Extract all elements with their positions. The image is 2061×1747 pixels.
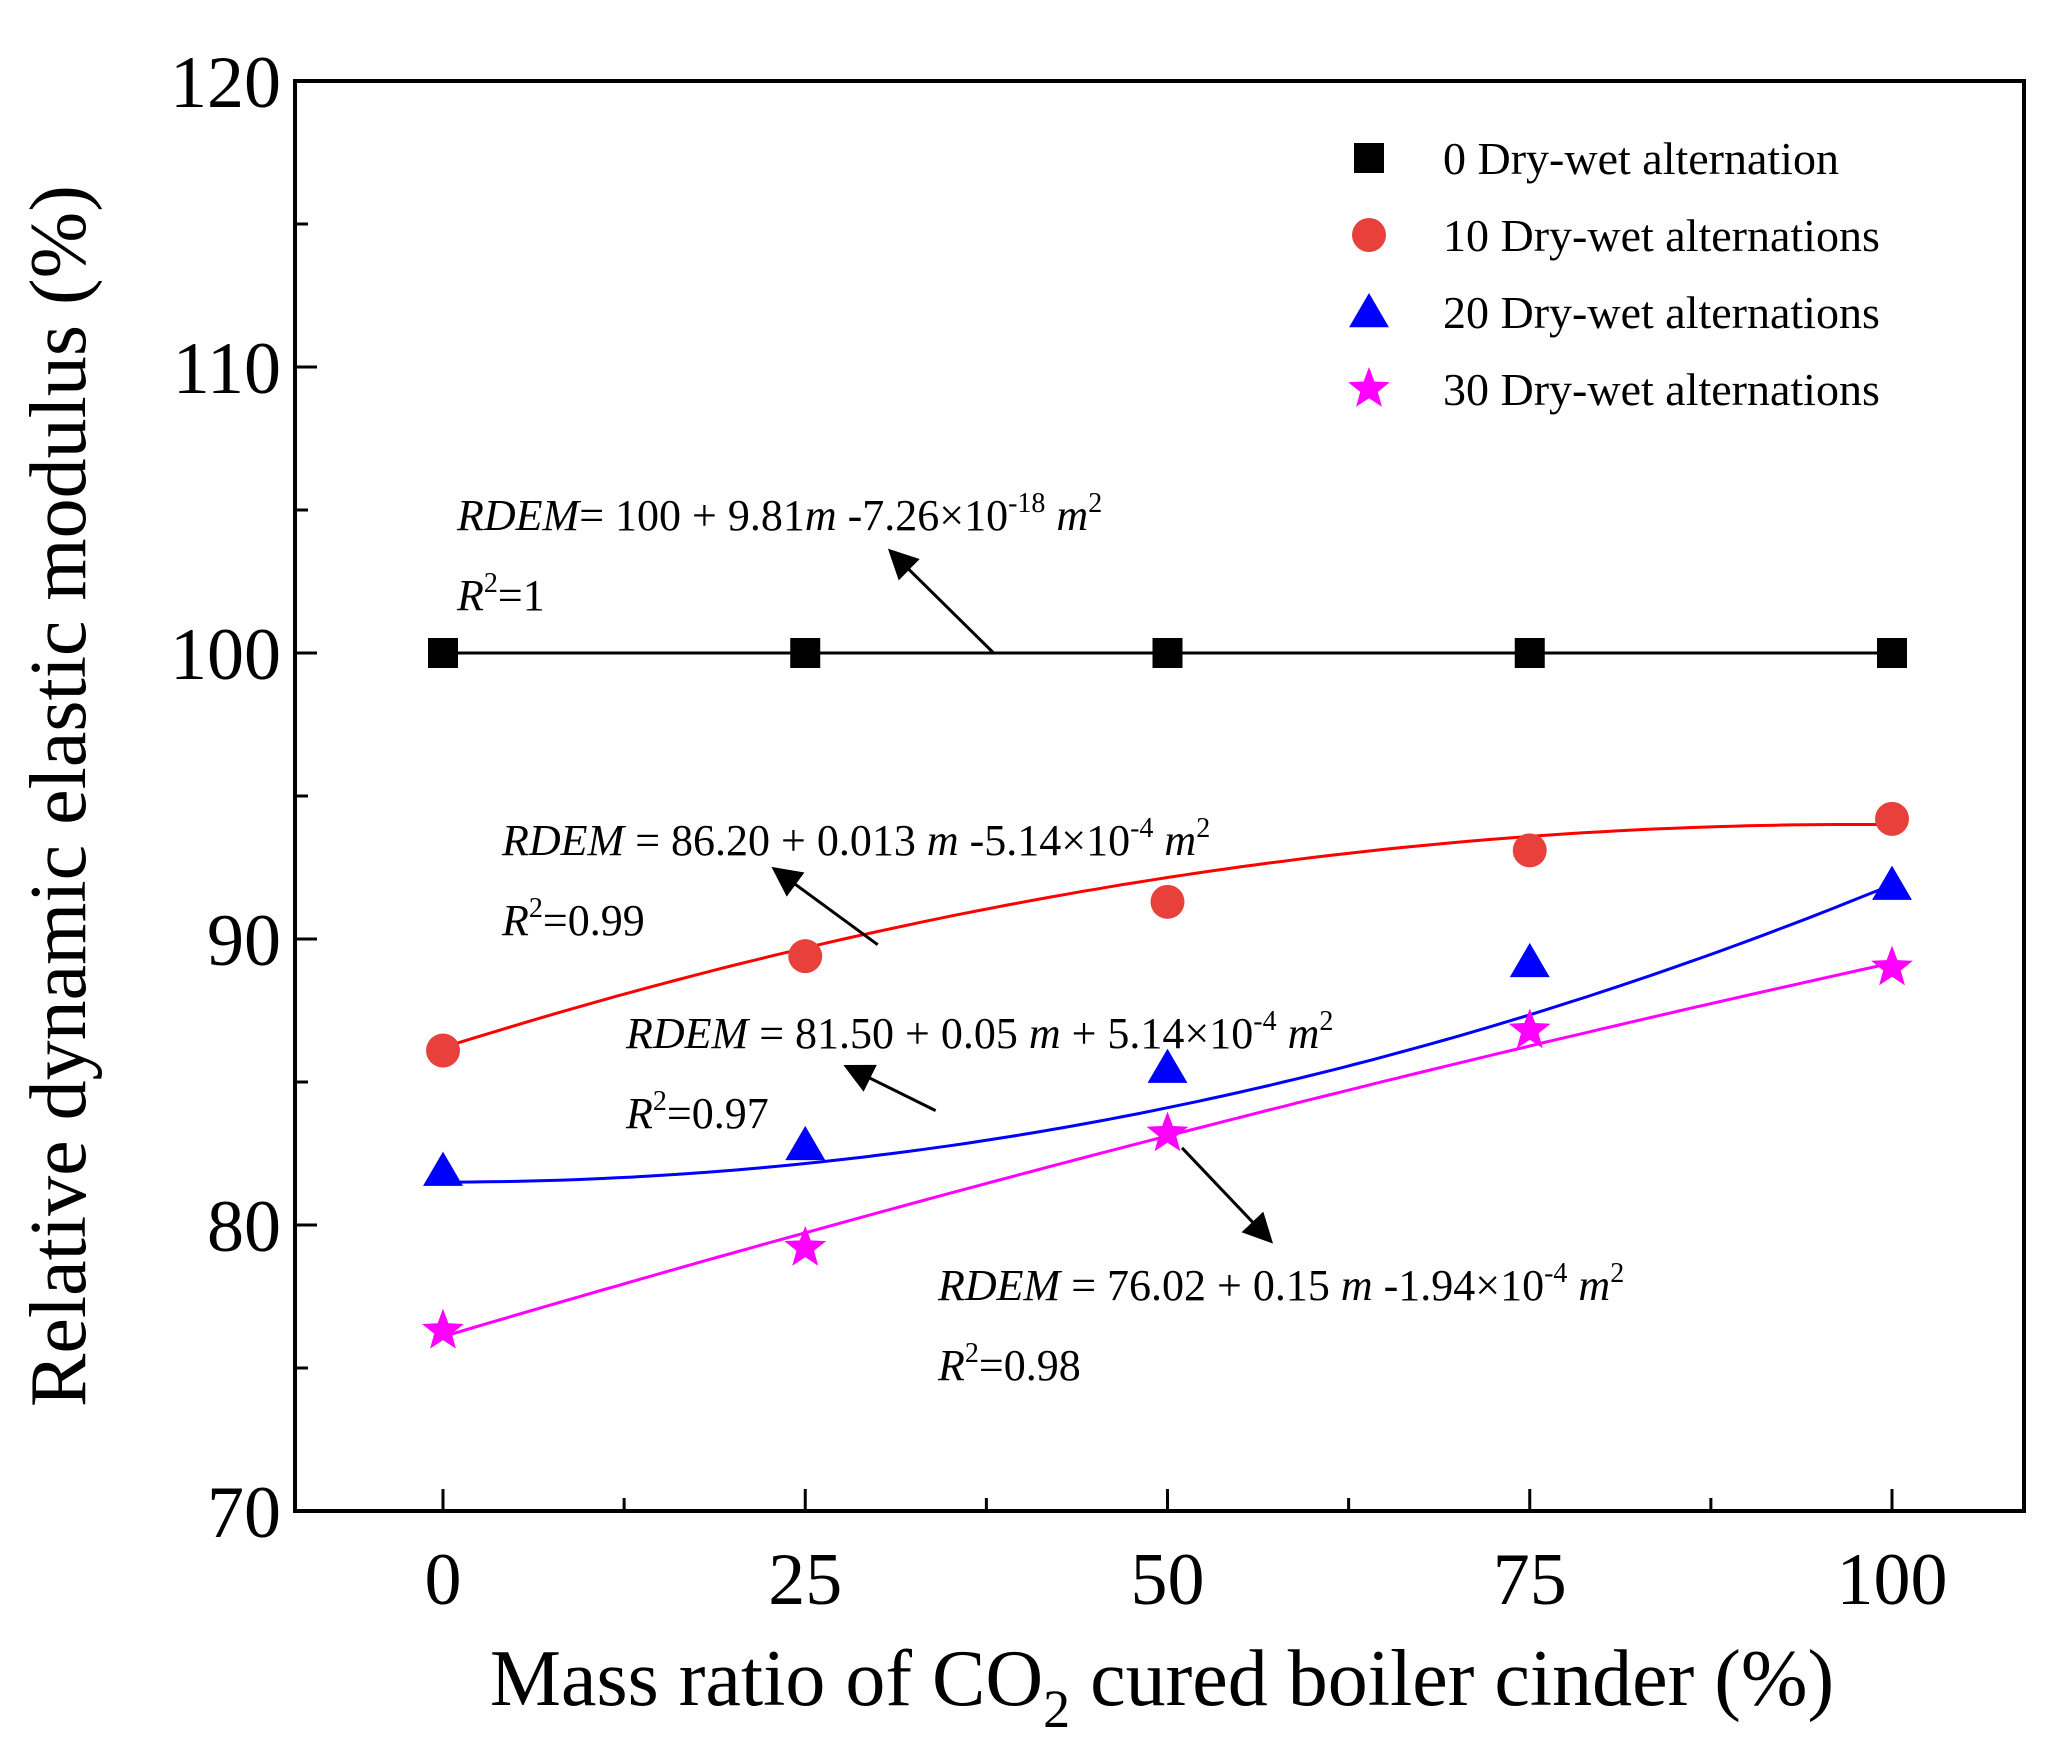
x-tick-label: 0	[425, 1539, 462, 1621]
square-marker	[1877, 638, 1907, 668]
triangle-marker	[1509, 942, 1550, 978]
triangle-marker	[423, 1151, 463, 1186]
annotation-arrow	[887, 548, 995, 655]
x-axis: 0 25 50 75 100	[425, 1489, 1948, 1621]
star-marker	[1508, 1008, 1551, 1049]
y-axis: 70 80 90 100 110 120	[170, 42, 317, 1554]
annotation-arrow	[771, 866, 879, 946]
circle-marker	[1150, 884, 1185, 919]
legend: 0 Dry-wet alternation 10 Dry-wet alternat…	[1348, 133, 1880, 415]
x-axis-title: Mass ratio of CO2 cured boiler cinder (%…	[490, 1635, 1834, 1739]
r-squared-label: R2=0.98	[937, 1338, 1081, 1390]
data-markers	[422, 638, 1913, 1349]
y-axis-title: Relative dynamic elastic modulus (%)	[15, 185, 103, 1407]
x-tick-label: 100	[1837, 1539, 1948, 1621]
circle-marker	[426, 1033, 460, 1068]
y-tick-label: 90	[207, 900, 281, 982]
triangle-marker	[1147, 1048, 1188, 1083]
star-marker	[1146, 1111, 1189, 1152]
x-tick-label: 75	[1493, 1539, 1567, 1621]
legend-label: 0 Dry-wet alternation	[1443, 133, 1839, 184]
fit-line	[443, 883, 1893, 1184]
triangle-marker	[1872, 865, 1912, 900]
circle-marker	[1875, 801, 1909, 836]
fit-line	[442, 823, 1893, 1050]
star-marker	[422, 1308, 464, 1349]
r-squared-label: R2=0.99	[501, 893, 645, 945]
annotation-arrow	[1180, 1146, 1274, 1244]
equation-label: RDEM = 81.50 + 0.05 m + 5.14×10-4 m2	[625, 1006, 1333, 1058]
x-tick-label: 50	[1131, 1539, 1205, 1621]
x-tick-label: 25	[768, 1539, 842, 1621]
annotation-arrow	[843, 1064, 937, 1112]
triangle-marker	[785, 1125, 826, 1161]
legend-label: 20 Dry-wet alternations	[1443, 287, 1880, 338]
y-tick-label: 110	[173, 328, 281, 410]
star-marker	[784, 1225, 827, 1266]
r-squared-label: R2=1	[456, 568, 545, 620]
circle-marker	[788, 939, 823, 974]
star-marker	[1348, 367, 1390, 407]
y-tick-label: 120	[170, 42, 281, 124]
legend-label: 10 Dry-wet alternations	[1443, 210, 1880, 261]
square-marker	[790, 638, 821, 668]
equation-label: RDEM= 100 + 9.81m -7.26×10-18 m2	[456, 488, 1102, 540]
star-marker	[1871, 945, 1913, 986]
equation-label: RDEM = 86.20 + 0.013 m -5.14×10-4 m2	[501, 813, 1210, 865]
fit-lines	[442, 651, 1893, 1338]
square-marker	[1354, 143, 1384, 173]
circle-marker	[1512, 833, 1547, 868]
equation-label: RDEM = 76.02 + 0.15 m -1.94×10-4 m2	[937, 1258, 1624, 1310]
circle-marker	[1352, 218, 1386, 252]
y-tick-label: 100	[170, 614, 281, 696]
y-tick-label: 70	[207, 1472, 281, 1554]
square-marker	[1152, 638, 1183, 668]
square-marker	[428, 638, 458, 668]
triangle-marker	[1349, 293, 1389, 328]
r-squared-label: R2=0.97	[625, 1086, 769, 1138]
square-marker	[1514, 638, 1545, 668]
y-tick-label: 80	[207, 1186, 281, 1268]
legend-label: 30 Dry-wet alternations	[1443, 364, 1880, 415]
annotations: RDEM= 100 + 9.81m -7.26×10-18 m2 R2=1 RDEM…	[456, 488, 1624, 1390]
